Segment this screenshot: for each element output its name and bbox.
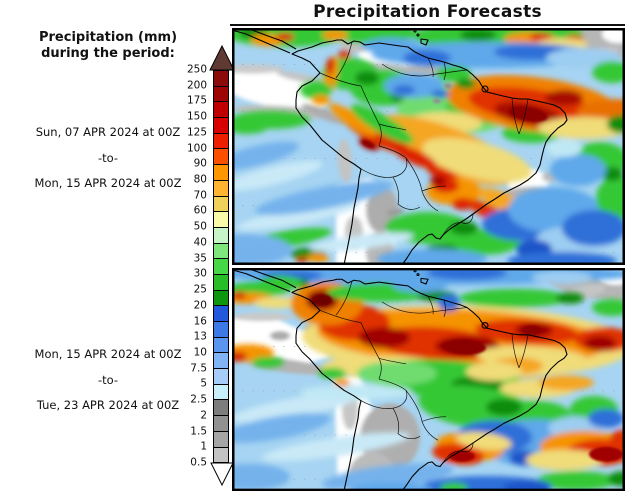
colorbar-cell — [214, 446, 228, 463]
colorbar-cell — [214, 242, 228, 259]
colorbar-cell — [214, 415, 228, 431]
colorbar-tick: 1 — [200, 440, 207, 453]
title-underline — [230, 24, 625, 26]
period-1-end: Mon, 15 APR 2024 at 00Z — [34, 176, 182, 190]
colorbar-cell — [214, 289, 228, 306]
precip-map-week2 — [232, 268, 625, 491]
map-frame — [232, 28, 625, 265]
colorbar-cell — [214, 71, 228, 86]
colorbar-tick: 16 — [193, 315, 207, 328]
period-2-end: Tue, 23 APR 2024 at 00Z — [36, 398, 180, 412]
colorbar-cell — [214, 352, 228, 369]
colorbar-tick: 80 — [193, 173, 207, 186]
map-frame — [232, 268, 625, 491]
period-2: Mon, 15 APR 2024 at 00Z -to- Tue, 23 APR… — [0, 342, 216, 419]
colorbar-cell — [214, 148, 228, 165]
colorbar-cell — [214, 179, 228, 196]
colorbar-tick: 2 — [200, 409, 207, 422]
colorbar-cell — [214, 383, 228, 400]
colorbar-tick: 5 — [200, 377, 207, 390]
colorbar-tick: 175 — [186, 94, 207, 107]
colorbar-tick: 7.5 — [190, 362, 207, 375]
colorbar-tick: 1.5 — [190, 425, 207, 438]
colorbar-tick: 30 — [193, 267, 207, 280]
colorbar-tick: 125 — [186, 126, 207, 139]
colorbar-cell — [214, 430, 228, 447]
colorbar-cell — [214, 273, 228, 290]
colorbar-cell — [214, 258, 228, 274]
colorbar-tick: 250 — [186, 63, 207, 76]
colorbar-cell — [214, 399, 228, 416]
period-1-start: Sun, 07 APR 2024 at 00Z — [35, 125, 181, 139]
colorbar-tick-labels: 250 200 175 150 125 100 90 80 70 60 50 40 35 30 25 20 16… — [165, 64, 209, 469]
colorbar-tick: 50 — [193, 220, 207, 233]
precip-cores — [361, 83, 548, 148]
colorbar-cell — [214, 132, 228, 149]
colorbar-cell — [214, 164, 228, 180]
legend-heading-line2: during the period: — [41, 45, 175, 61]
period-2-start: Mon, 15 APR 2024 at 00Z — [34, 347, 182, 361]
map2-graphic — [232, 268, 625, 491]
colorbar-tick: 100 — [186, 142, 207, 155]
colorbar-tick: 40 — [193, 236, 207, 249]
colorbar-tick: 150 — [186, 110, 207, 123]
precip-fields — [232, 28, 625, 265]
colorbar-cell — [214, 305, 228, 321]
colorbar-tick: 13 — [193, 330, 207, 343]
colorbar-cell — [214, 368, 228, 384]
period-1: Sun, 07 APR 2024 at 00Z -to- Mon, 15 APR… — [0, 120, 216, 197]
page-title: Precipitation Forecasts — [313, 2, 542, 22]
colorbar-tick: 0.5 — [190, 456, 207, 469]
map1-graphic — [232, 28, 625, 265]
colorbar-tick: 200 — [186, 79, 207, 92]
precip-map-week1 — [232, 28, 625, 265]
colorbar-cell — [214, 85, 228, 102]
colorbar-underflow-arrow-icon — [210, 462, 234, 487]
colorbar-tick: 25 — [193, 283, 207, 296]
colorbar-scale — [213, 70, 229, 463]
colorbar-cell — [214, 101, 228, 118]
colorbar-tick: 70 — [193, 189, 207, 202]
colorbar-cell — [214, 211, 228, 227]
colorbar-tick: 35 — [193, 252, 207, 265]
period-2-separator: -to- — [97, 372, 119, 387]
colorbar-tick: 60 — [193, 204, 207, 217]
colorbar-cell — [214, 336, 228, 353]
period-1-separator: -to- — [97, 150, 119, 165]
colorbar-tick: 90 — [193, 157, 207, 170]
colorbar-cell — [214, 195, 228, 212]
colorbar-cell — [214, 321, 228, 337]
precip-cores — [312, 294, 623, 462]
colorbar-tick: 2.5 — [190, 393, 207, 406]
colorbar-tick: 20 — [193, 299, 207, 312]
legend-heading-line1: Precipitation (mm) — [38, 30, 178, 45]
colorbar-cell — [214, 117, 228, 133]
colorbar-tick: 10 — [193, 346, 207, 359]
legend-heading: Precipitation (mm) during the period: — [0, 30, 216, 61]
colorbar-cell — [214, 226, 228, 243]
